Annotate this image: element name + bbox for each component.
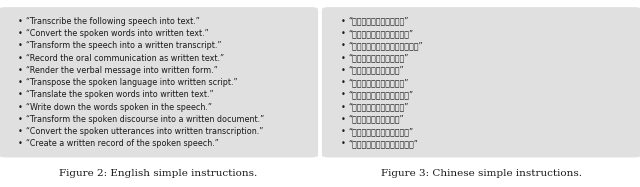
Text: •: •	[18, 127, 23, 136]
Text: “Transcribe the following speech into text.”: “Transcribe the following speech into te…	[26, 17, 200, 26]
Text: •: •	[341, 139, 346, 148]
Text: •: •	[18, 29, 23, 38]
Text: “把这段语音转化为文本。”: “把这段语音转化为文本。”	[349, 102, 409, 111]
Text: “把这段语音转写成文字。”: “把这段语音转写成文字。”	[349, 53, 409, 62]
Text: •: •	[341, 29, 346, 38]
Text: •: •	[341, 90, 346, 99]
Text: “能否将这段录音转换成文本？”: “能否将这段录音转换成文本？”	[349, 139, 419, 148]
Text: “把这段语音转为文字格式。”: “把这段语音转为文字格式。”	[349, 127, 414, 136]
Text: •: •	[18, 90, 23, 99]
Text: •: •	[18, 66, 23, 75]
Text: •: •	[341, 53, 346, 62]
Text: “Transform the spoken discourse into a written document.”: “Transform the spoken discourse into a w…	[26, 115, 264, 124]
Text: “Translate the spoken words into written text.”: “Translate the spoken words into written…	[26, 90, 213, 99]
Text: •: •	[18, 53, 23, 62]
FancyBboxPatch shape	[322, 7, 640, 157]
Text: “将这段录音转为文字。”: “将这段录音转为文字。”	[349, 115, 404, 124]
Text: “Record the oral communication as written text.”: “Record the oral communication as writte…	[26, 53, 224, 62]
Text: “Write down the words spoken in the speech.”: “Write down the words spoken in the spee…	[26, 102, 212, 111]
Text: “能否把这段录音转成文字？”: “能否把这段录音转成文字？”	[349, 90, 414, 99]
Text: •: •	[18, 115, 23, 124]
Text: “请将这段语音转换成文字。”: “请将这段语音转换成文字。”	[349, 29, 414, 38]
Text: “Transform the speech into a written transcript.”: “Transform the speech into a written tra…	[26, 41, 221, 50]
Text: “把这段音频转换成文字。”: “把这段音频转换成文字。”	[349, 78, 409, 87]
Text: •: •	[18, 102, 23, 111]
Text: “Render the verbal message into written form.”: “Render the verbal message into written …	[26, 66, 218, 75]
Text: •: •	[341, 115, 346, 124]
Text: “能否把这段语音转成文字形式？”: “能否把这段语音转成文字形式？”	[349, 41, 424, 50]
Text: •: •	[341, 41, 346, 50]
Text: •: •	[18, 17, 23, 26]
Text: “Convert the spoken utterances into written transcription.”: “Convert the spoken utterances into writ…	[26, 127, 263, 136]
Text: •: •	[341, 102, 346, 111]
Text: •: •	[18, 78, 23, 87]
Text: •: •	[18, 41, 23, 50]
Text: Figure 3: Chinese simple instructions.: Figure 3: Chinese simple instructions.	[381, 169, 582, 178]
FancyBboxPatch shape	[0, 7, 318, 157]
Text: “Transpose the spoken language into written script.”: “Transpose the spoken language into writ…	[26, 78, 237, 87]
Text: •: •	[341, 78, 346, 87]
Text: •: •	[341, 127, 346, 136]
Text: •: •	[341, 66, 346, 75]
Text: •: •	[341, 17, 346, 26]
Text: •: •	[18, 139, 23, 148]
Text: Figure 2: English simple instructions.: Figure 2: English simple instructions.	[60, 169, 257, 178]
Text: “Create a written record of the spoken speech.”: “Create a written record of the spoken s…	[26, 139, 218, 148]
Text: “请将以下语音转译为文本”: “请将以下语音转译为文本”	[349, 17, 409, 26]
Text: “Convert the spoken words into written text.”: “Convert the spoken words into written t…	[26, 29, 209, 38]
Text: “将此录音转化为文字。”: “将此录音转化为文字。”	[349, 66, 404, 75]
